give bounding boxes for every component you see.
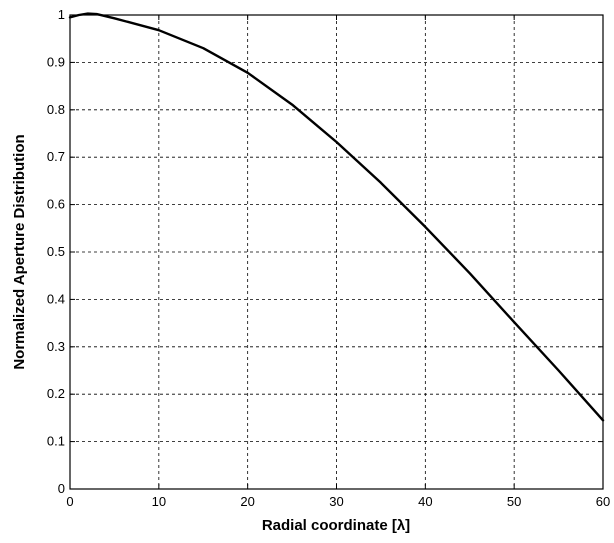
series-line <box>68 12 605 422</box>
x-tick-label: 30 <box>329 494 343 509</box>
y-tick-label: 0.6 <box>47 197 65 212</box>
y-tick-labels: 0 0.1 0.2 0.3 0.4 0.5 0.6 0.7 0.8 0.9 1 <box>47 7 65 496</box>
y-tick-label: 0.9 <box>47 54 65 69</box>
x-tick-label: 50 <box>507 494 521 509</box>
y-tick-label: 0.8 <box>47 102 65 117</box>
y-axis-label: Normalized Aperture Distribution <box>11 134 28 369</box>
y-tick-label: 0.1 <box>47 434 65 449</box>
y-tick-label: 0.5 <box>47 244 65 259</box>
x-axis-label: Radial coordinate [λ] <box>262 517 410 534</box>
y-tick-label: 1 <box>58 7 65 22</box>
series-group <box>68 12 605 422</box>
y-tick-label: 0.4 <box>47 291 65 306</box>
x-tick-label: 0 <box>66 494 73 509</box>
x-tick-label: 10 <box>152 494 166 509</box>
y-tick-label: 0 <box>58 481 65 496</box>
y-tick-label: 0.2 <box>47 386 65 401</box>
x-tick-label: 60 <box>596 494 610 509</box>
x-tick-label: 20 <box>240 494 254 509</box>
y-tick-label: 0.3 <box>47 339 65 354</box>
y-tick-label: 0.7 <box>47 149 65 164</box>
x-tick-label: 40 <box>418 494 432 509</box>
x-tick-labels: 0 10 20 30 40 50 60 <box>66 494 610 509</box>
grid-lines <box>70 15 603 489</box>
